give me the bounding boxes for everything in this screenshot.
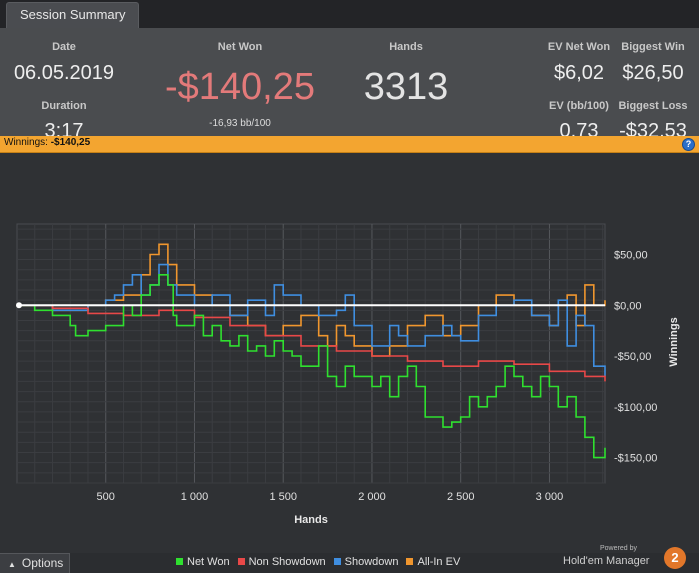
date-value: 06.05.2019 bbox=[13, 62, 115, 84]
ev-net-won-label: EV Net Won bbox=[547, 41, 611, 53]
hm2-logo-icon: 2 bbox=[664, 547, 686, 569]
session-summary-panel: Date 06.05.2019 Duration 3:17 Net Won -$… bbox=[0, 28, 699, 142]
winnings-bar-text: Winnings: -$140,25 bbox=[4, 137, 90, 148]
brand-name: Hold'em Manager bbox=[563, 555, 650, 567]
y-tick-label: -$50,00 bbox=[614, 351, 651, 363]
legend-item[interactable]: Net Won bbox=[176, 556, 230, 568]
legend-label: All-In EV bbox=[417, 556, 461, 568]
legend-swatch bbox=[333, 558, 341, 565]
x-tick-label: 2 000 bbox=[358, 491, 386, 503]
legend-item[interactable]: Non Showdown bbox=[237, 556, 326, 568]
brand-powered-by: Powered by bbox=[600, 545, 637, 552]
hands-value: 3313 bbox=[363, 66, 449, 108]
winnings-chart-svg: 500 1 000 1 500 2 000 2 500 3 000 $50,00 $0,00… bbox=[16, 223, 680, 526]
tab-bar: Session Summary bbox=[0, 0, 699, 28]
tab-session-summary[interactable]: Session Summary bbox=[6, 2, 140, 28]
triangle-up-icon: ▲ bbox=[8, 560, 16, 569]
date-label: Date bbox=[52, 41, 76, 53]
legend-swatch bbox=[406, 558, 414, 565]
grid-lines bbox=[17, 224, 605, 484]
start-marker bbox=[16, 302, 22, 309]
biggest-win-value: $26,50 bbox=[622, 62, 684, 84]
help-icon[interactable]: ? bbox=[682, 138, 695, 151]
x-tick-label: 500 bbox=[97, 491, 115, 503]
legend-item[interactable]: All-In EV bbox=[406, 556, 460, 568]
x-tick-labels: 500 1 000 1 500 2 000 2 500 3 000 bbox=[97, 491, 564, 503]
winnings-bar-value: -$140,25 bbox=[50, 137, 91, 148]
legend-swatch bbox=[237, 558, 245, 565]
x-axis-title: Hands bbox=[294, 514, 328, 526]
options-label: Options bbox=[21, 556, 64, 570]
duration-label: Duration bbox=[41, 100, 87, 112]
winnings-chart: 500 1 000 1 500 2 000 2 500 3 000 $50,00 $0,00… bbox=[0, 153, 699, 553]
legend-swatch bbox=[176, 558, 183, 565]
y-tick-label: -$100,00 bbox=[614, 402, 657, 414]
x-tick-label: 3 000 bbox=[536, 491, 564, 503]
biggest-loss-label: Biggest Loss bbox=[618, 100, 688, 112]
ev-bb100-label: EV (bb/100) bbox=[549, 100, 609, 112]
legend-item[interactable]: Showdown bbox=[333, 556, 399, 568]
y-tick-label: -$150,00 bbox=[614, 453, 657, 465]
y-tick-labels: $50,00 $0,00 -$50,00 -$100,00 -$150,00 bbox=[614, 249, 657, 464]
y-tick-label: $50,00 bbox=[614, 249, 648, 261]
x-tick-label: 2 500 bbox=[447, 491, 475, 503]
x-tick-label: 1 000 bbox=[181, 491, 209, 503]
x-tick-label: 1 500 bbox=[269, 491, 297, 503]
series-lines bbox=[16, 243, 606, 459]
plot-background bbox=[16, 223, 606, 484]
hands-label: Hands bbox=[389, 41, 423, 53]
series-line bbox=[17, 274, 606, 459]
winnings-bar: Winnings: -$140,25 ? bbox=[0, 136, 699, 153]
legend-label: Net Won bbox=[187, 556, 230, 568]
legend-label: Non Showdown bbox=[248, 556, 326, 568]
y-tick-label: $0,00 bbox=[614, 300, 642, 312]
net-won-bb100: -16,93 bb/100 bbox=[209, 118, 271, 129]
ev-net-won-value: $6,02 bbox=[553, 62, 605, 84]
y-axis-title: Winnings bbox=[668, 317, 680, 366]
net-won-label: Net Won bbox=[217, 41, 263, 53]
net-won-value: -$140,25 bbox=[164, 66, 315, 108]
chart-legend: Net Won Non Showdown Showdown All-In EV bbox=[176, 556, 468, 570]
winnings-bar-label: Winnings: bbox=[4, 137, 48, 148]
legend-label: Showdown bbox=[344, 556, 399, 568]
biggest-win-label: Biggest Win bbox=[621, 41, 685, 53]
options-button[interactable]: ▲ Options bbox=[0, 553, 70, 573]
